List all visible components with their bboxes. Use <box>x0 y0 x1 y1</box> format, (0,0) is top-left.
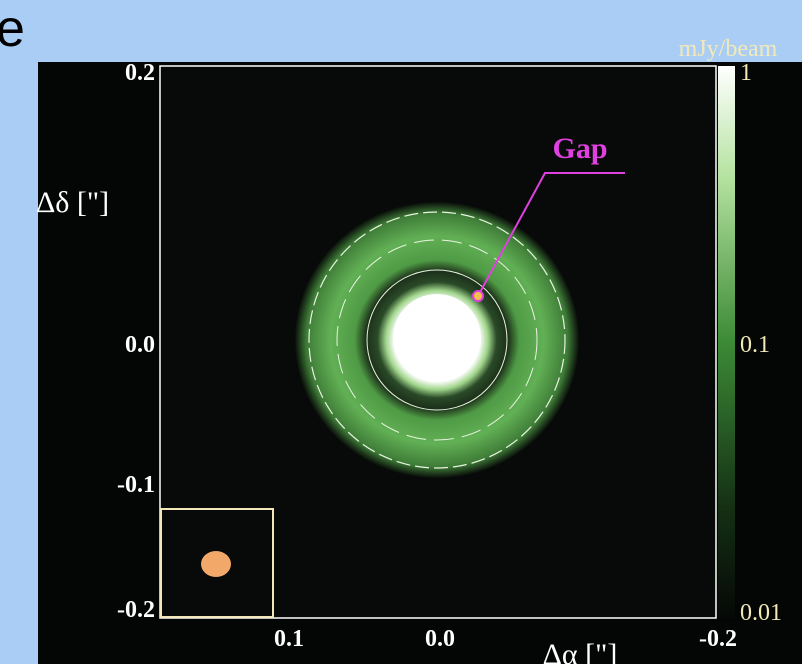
core <box>393 294 481 382</box>
x-tick-label: -0.2 <box>699 626 737 652</box>
annotation: Gap <box>552 132 607 165</box>
x-axis-label: Δα ["] <box>543 638 618 664</box>
colorbar <box>718 66 735 618</box>
contour <box>366 269 508 411</box>
beam <box>201 551 231 577</box>
y-axis-label: Δδ ["] <box>36 186 109 219</box>
x-tick-label: 0.0 <box>425 626 455 652</box>
colorbar-tick-label: 0.01 <box>740 600 782 626</box>
colorbar-tick-label: 1 <box>740 60 752 86</box>
colorbar-tick-label: 0.1 <box>740 332 770 358</box>
y-tick-label: 0.2 <box>125 60 155 86</box>
y-tick-label: 0.0 <box>125 332 155 358</box>
header-text: e <box>0 0 25 58</box>
y-tick-label: -0.2 <box>117 597 155 623</box>
colorbar-unit: mJy/beam <box>679 36 778 62</box>
annotation-line <box>477 172 625 297</box>
x-tick-label: 0.1 <box>274 626 304 652</box>
y-tick-label: -0.1 <box>117 472 155 498</box>
contour <box>308 211 566 469</box>
gap-marker <box>472 290 484 302</box>
contour <box>336 239 538 441</box>
beam-box <box>160 508 274 618</box>
